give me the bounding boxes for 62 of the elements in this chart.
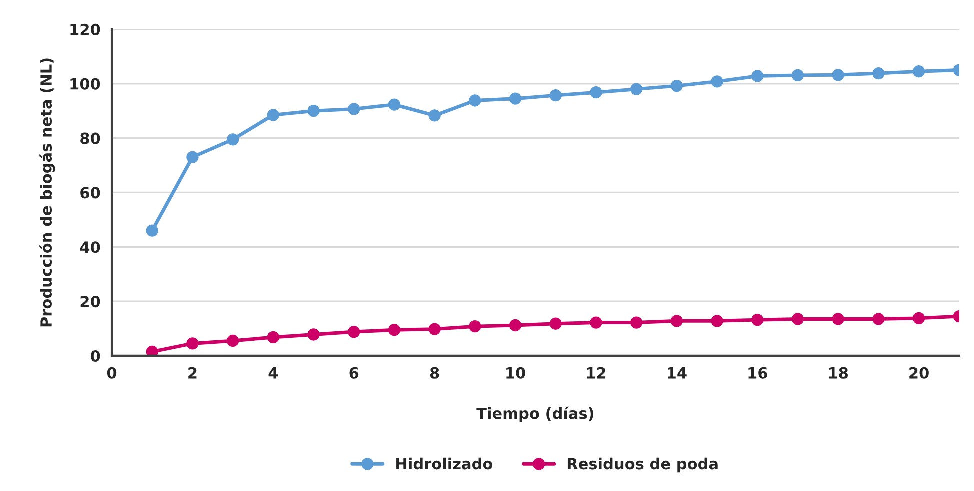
x-tick-label: 10	[506, 367, 526, 379]
y-tick-label: 60	[80, 187, 100, 199]
x-tick-label: 14	[668, 368, 687, 379]
y-axis-title: Producción de biogás neta (NL)	[40, 58, 56, 327]
legend-label: Residuos de poda	[568, 458, 718, 473]
point	[752, 70, 764, 82]
point	[670, 80, 684, 92]
x-tick-label: 6	[350, 367, 359, 379]
y-tick-label: 20	[80, 296, 100, 308]
point	[509, 319, 522, 332]
point	[469, 94, 482, 107]
point	[509, 92, 522, 105]
point	[832, 313, 844, 326]
point	[469, 320, 482, 333]
point	[792, 313, 804, 326]
point	[550, 318, 562, 330]
x-axis-title: Tiempo (días)	[476, 406, 594, 422]
y-tick-label: 0	[91, 350, 100, 362]
point	[832, 69, 844, 82]
point	[752, 314, 764, 326]
point	[590, 316, 602, 329]
legend-label: Hidrolizado	[396, 458, 493, 470]
x-tick-label: 2	[188, 367, 197, 379]
point	[711, 76, 724, 88]
x-tick-label: 20	[910, 367, 929, 379]
point	[308, 328, 320, 341]
point	[388, 324, 401, 336]
y-tick-label: 80	[80, 132, 100, 144]
point	[267, 331, 280, 344]
point	[630, 316, 643, 329]
point	[388, 98, 401, 111]
y-tick-label: 100	[70, 78, 100, 90]
point	[226, 334, 240, 348]
point	[348, 326, 360, 338]
point	[226, 134, 240, 146]
point	[186, 338, 199, 350]
point	[630, 83, 643, 96]
point	[912, 312, 926, 324]
x-tick-label: 18	[829, 367, 848, 379]
point	[146, 346, 158, 356]
point	[872, 313, 885, 326]
point	[872, 67, 885, 80]
point	[912, 66, 926, 78]
x-tick-label: 12	[587, 367, 606, 379]
point	[348, 103, 360, 116]
y-tick-label: 40	[80, 242, 100, 254]
point	[550, 90, 562, 102]
point	[792, 69, 804, 82]
point	[590, 86, 602, 99]
x-tick-label: 8	[430, 367, 440, 379]
point	[428, 323, 441, 336]
point	[428, 110, 441, 122]
x-tick-label: 0	[107, 367, 117, 379]
point	[308, 105, 320, 118]
point	[146, 224, 158, 237]
x-tick-label: 4	[268, 368, 278, 379]
point	[267, 109, 280, 122]
point	[711, 315, 724, 328]
point	[186, 151, 199, 164]
y-tick-label: 120	[70, 24, 100, 36]
x-tick-label: 16	[748, 367, 768, 379]
point	[670, 315, 684, 328]
